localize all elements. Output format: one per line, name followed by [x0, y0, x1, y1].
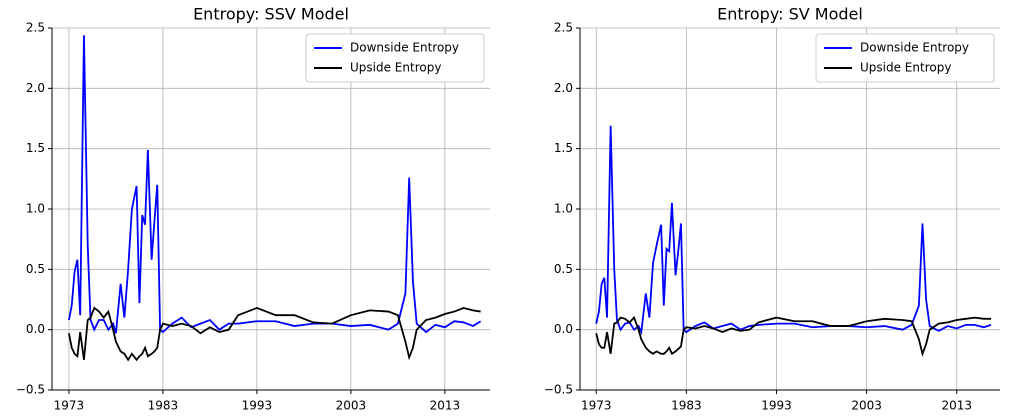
x-tick-label: 2003	[851, 399, 882, 413]
legend-label: Upside Entropy	[350, 61, 441, 75]
x-tick-label: 1973	[581, 399, 612, 413]
y-tick-label: 0.5	[26, 262, 45, 276]
line-series	[68, 35, 482, 334]
line-series	[595, 125, 992, 336]
x-tick-label: 2003	[336, 399, 367, 413]
line-series	[595, 315, 991, 357]
y-tick-label: 0.0	[554, 322, 573, 336]
x-tick-label: 1973	[54, 399, 85, 413]
y-tick-label: 1.5	[26, 141, 45, 155]
y-tick-label: 2.0	[26, 81, 45, 95]
y-tick-label: 0.5	[554, 262, 573, 276]
y-tick-label: 1.0	[26, 202, 45, 216]
y-tick-label: 2.5	[554, 21, 573, 35]
y-tick-label: 0.0	[26, 322, 45, 336]
x-tick-label: 1993	[761, 399, 792, 413]
line-series	[68, 306, 481, 362]
y-tick-label: 2.0	[554, 81, 573, 95]
legend-box	[305, 33, 485, 83]
y-tick-label: 1.0	[554, 202, 573, 216]
y-tick-label: −0.5	[16, 383, 45, 397]
x-tick-label: 2013	[430, 399, 461, 413]
legend-box	[815, 33, 995, 83]
y-tick-label: −0.5	[544, 383, 573, 397]
legend-label: Upside Entropy	[860, 61, 951, 75]
chart-title: Entropy: SV Model	[717, 5, 863, 24]
x-tick-label: 1983	[148, 399, 179, 413]
chart-title: Entropy: SSV Model	[193, 5, 349, 24]
y-tick-label: 1.5	[554, 141, 573, 155]
x-tick-label: 2013	[941, 399, 972, 413]
x-tick-label: 1983	[671, 399, 702, 413]
legend-label: Downside Entropy	[350, 41, 459, 55]
legend-label: Downside Entropy	[860, 41, 969, 55]
x-tick-label: 1993	[242, 399, 273, 413]
y-tick-label: 2.5	[26, 21, 45, 35]
